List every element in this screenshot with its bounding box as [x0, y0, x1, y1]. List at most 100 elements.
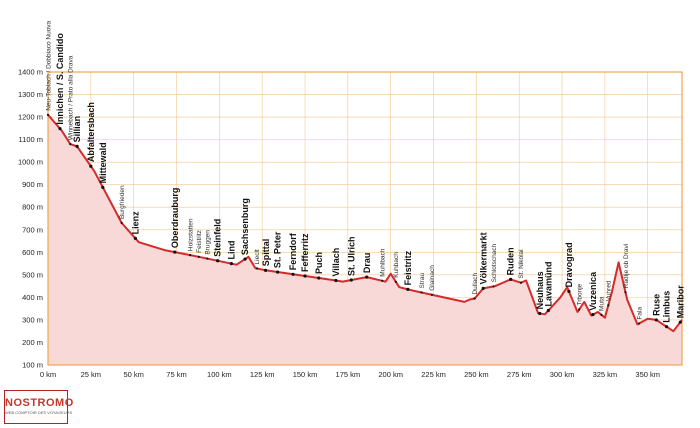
place-marker: [538, 311, 542, 316]
y-tick-label: 900 m: [22, 180, 43, 189]
place-marker: [607, 304, 610, 307]
x-tick-label: 0 km: [40, 370, 56, 379]
place-label: Ferndorf: [288, 232, 298, 270]
place-label: Völkermarkt: [478, 232, 488, 284]
y-tick-label: 1300 m: [18, 90, 43, 99]
x-tick-label: 200 km: [378, 370, 403, 379]
place-label: Lieclt: [254, 249, 261, 264]
place-label: Lavamünd: [543, 261, 553, 306]
place-marker: [101, 185, 105, 189]
y-tick-label: 1000 m: [18, 158, 43, 167]
place-label: Puch: [314, 252, 324, 274]
place-label: Kuhbach: [393, 252, 400, 278]
place-marker: [600, 313, 603, 316]
place-marker: [406, 287, 410, 291]
x-tick-label: 250 km: [464, 370, 489, 379]
x-tick-label: 25 km: [81, 370, 101, 379]
place-label: Neuhaus: [535, 271, 545, 309]
place-label: Dravograd: [564, 242, 574, 287]
x-tick-label: 325 km: [593, 370, 618, 379]
place-label: Lind: [226, 241, 236, 260]
x-tick-label: 350 km: [635, 370, 660, 379]
place-marker: [255, 267, 259, 270]
place-label: St. Ulrich: [346, 236, 356, 276]
place-label: Villach: [331, 248, 341, 277]
place-marker: [317, 276, 321, 280]
place-marker: [216, 259, 220, 263]
plot-frame: [47, 71, 683, 366]
nostromo-logo: NOSTROMO WEB COMPTOIR DES VOYAGEURS: [4, 390, 73, 424]
x-tick-label: 125 km: [250, 370, 275, 379]
place-label: Fala: [636, 307, 643, 320]
place-label: Radlje ob Dravi: [623, 244, 630, 288]
place-label: Vuzenica: [588, 271, 598, 311]
x-tick-label: 50 km: [123, 370, 143, 379]
place-marker: [481, 286, 485, 290]
place-label: Feistritz: [403, 250, 413, 285]
place-label: Glainach: [429, 265, 436, 291]
x-axis: 0 km 25 km 50 km 75 km 100 km 125 km 150 km 175…: [40, 370, 660, 379]
x-tick-label: 75 km: [166, 370, 186, 379]
place-label: Muhlbach: [379, 248, 386, 277]
place-marker: [173, 250, 177, 254]
elevation-area: [48, 114, 682, 365]
x-tick-label: 175 km: [336, 370, 361, 379]
place-label: Feistritz: [196, 230, 203, 253]
place-marker: [349, 278, 353, 282]
place-label: Strau: [419, 273, 426, 289]
place-label: Vuhred: [606, 280, 613, 301]
y-tick-label: 100 m: [22, 361, 43, 370]
y-tick-label: 1100 m: [19, 135, 43, 144]
place-marker: [546, 308, 550, 313]
place-marker: [624, 291, 627, 294]
y-tick-label: 1200 m: [18, 113, 43, 122]
place-marker: [519, 281, 523, 284]
place-labels: Neu-Toblach / Dobbiaco Nuova Innichen / S…: [45, 20, 685, 322]
y-tick-label: 1400 m: [18, 68, 43, 77]
place-marker: [381, 279, 384, 282]
x-tick-label: 225 km: [421, 370, 446, 379]
place-marker: [578, 308, 581, 311]
place-marker: [206, 257, 209, 260]
place-label: Dullach: [472, 272, 479, 294]
x-tick-label: 100 km: [207, 370, 232, 379]
place-label: Holzstatten: [187, 218, 194, 251]
place-marker: [303, 274, 307, 278]
place-label: Schlotschach: [491, 243, 498, 282]
place-label: Maribor: [675, 285, 685, 319]
place-label: Innichen / S. Candido: [55, 33, 65, 125]
y-tick-label: 800 m: [22, 203, 43, 212]
place-label: Mittewald: [98, 142, 108, 183]
place-marker: [664, 325, 669, 329]
place-marker: [75, 144, 79, 148]
place-label: St. Nikolai: [518, 249, 525, 278]
place-label: Ruse: [651, 294, 661, 316]
place-marker: [334, 278, 338, 283]
place-label: Limbus: [662, 291, 672, 323]
place-label: Steinfeld: [213, 219, 223, 257]
y-tick-label: 400 m: [22, 293, 43, 302]
place-marker: [89, 164, 93, 168]
x-tick-label: 300 km: [550, 370, 575, 379]
place-label: Ruden: [506, 247, 516, 275]
place-marker: [678, 320, 682, 324]
place-label: Lienz: [131, 211, 141, 235]
place-label: Abfaltersbach: [86, 102, 96, 162]
place-marker: [58, 127, 62, 131]
y-tick-label: 200 m: [22, 338, 43, 347]
place-marker: [638, 322, 641, 325]
place-marker: [197, 255, 200, 258]
y-tick-label: 300 m: [22, 315, 43, 324]
y-axis: 100 m 200 m 300 m 400 m 500 m 600 m 700 m 800 m…: [18, 68, 43, 370]
place-marker: [420, 291, 423, 294]
x-tick-label: 275 km: [507, 370, 532, 379]
place-label: Fefferritz: [300, 233, 310, 272]
place-label: Sachsenburg: [240, 198, 250, 255]
place-label: Drau: [362, 253, 372, 274]
logo-tagline: WEB COMPTOIR DES VOYAGEURS: [5, 410, 73, 415]
place-marker: [189, 254, 192, 257]
place-label: Bruggen: [205, 230, 212, 255]
place-label: Oberdrauburg: [170, 188, 180, 249]
y-tick-label: 600 m: [22, 248, 43, 257]
